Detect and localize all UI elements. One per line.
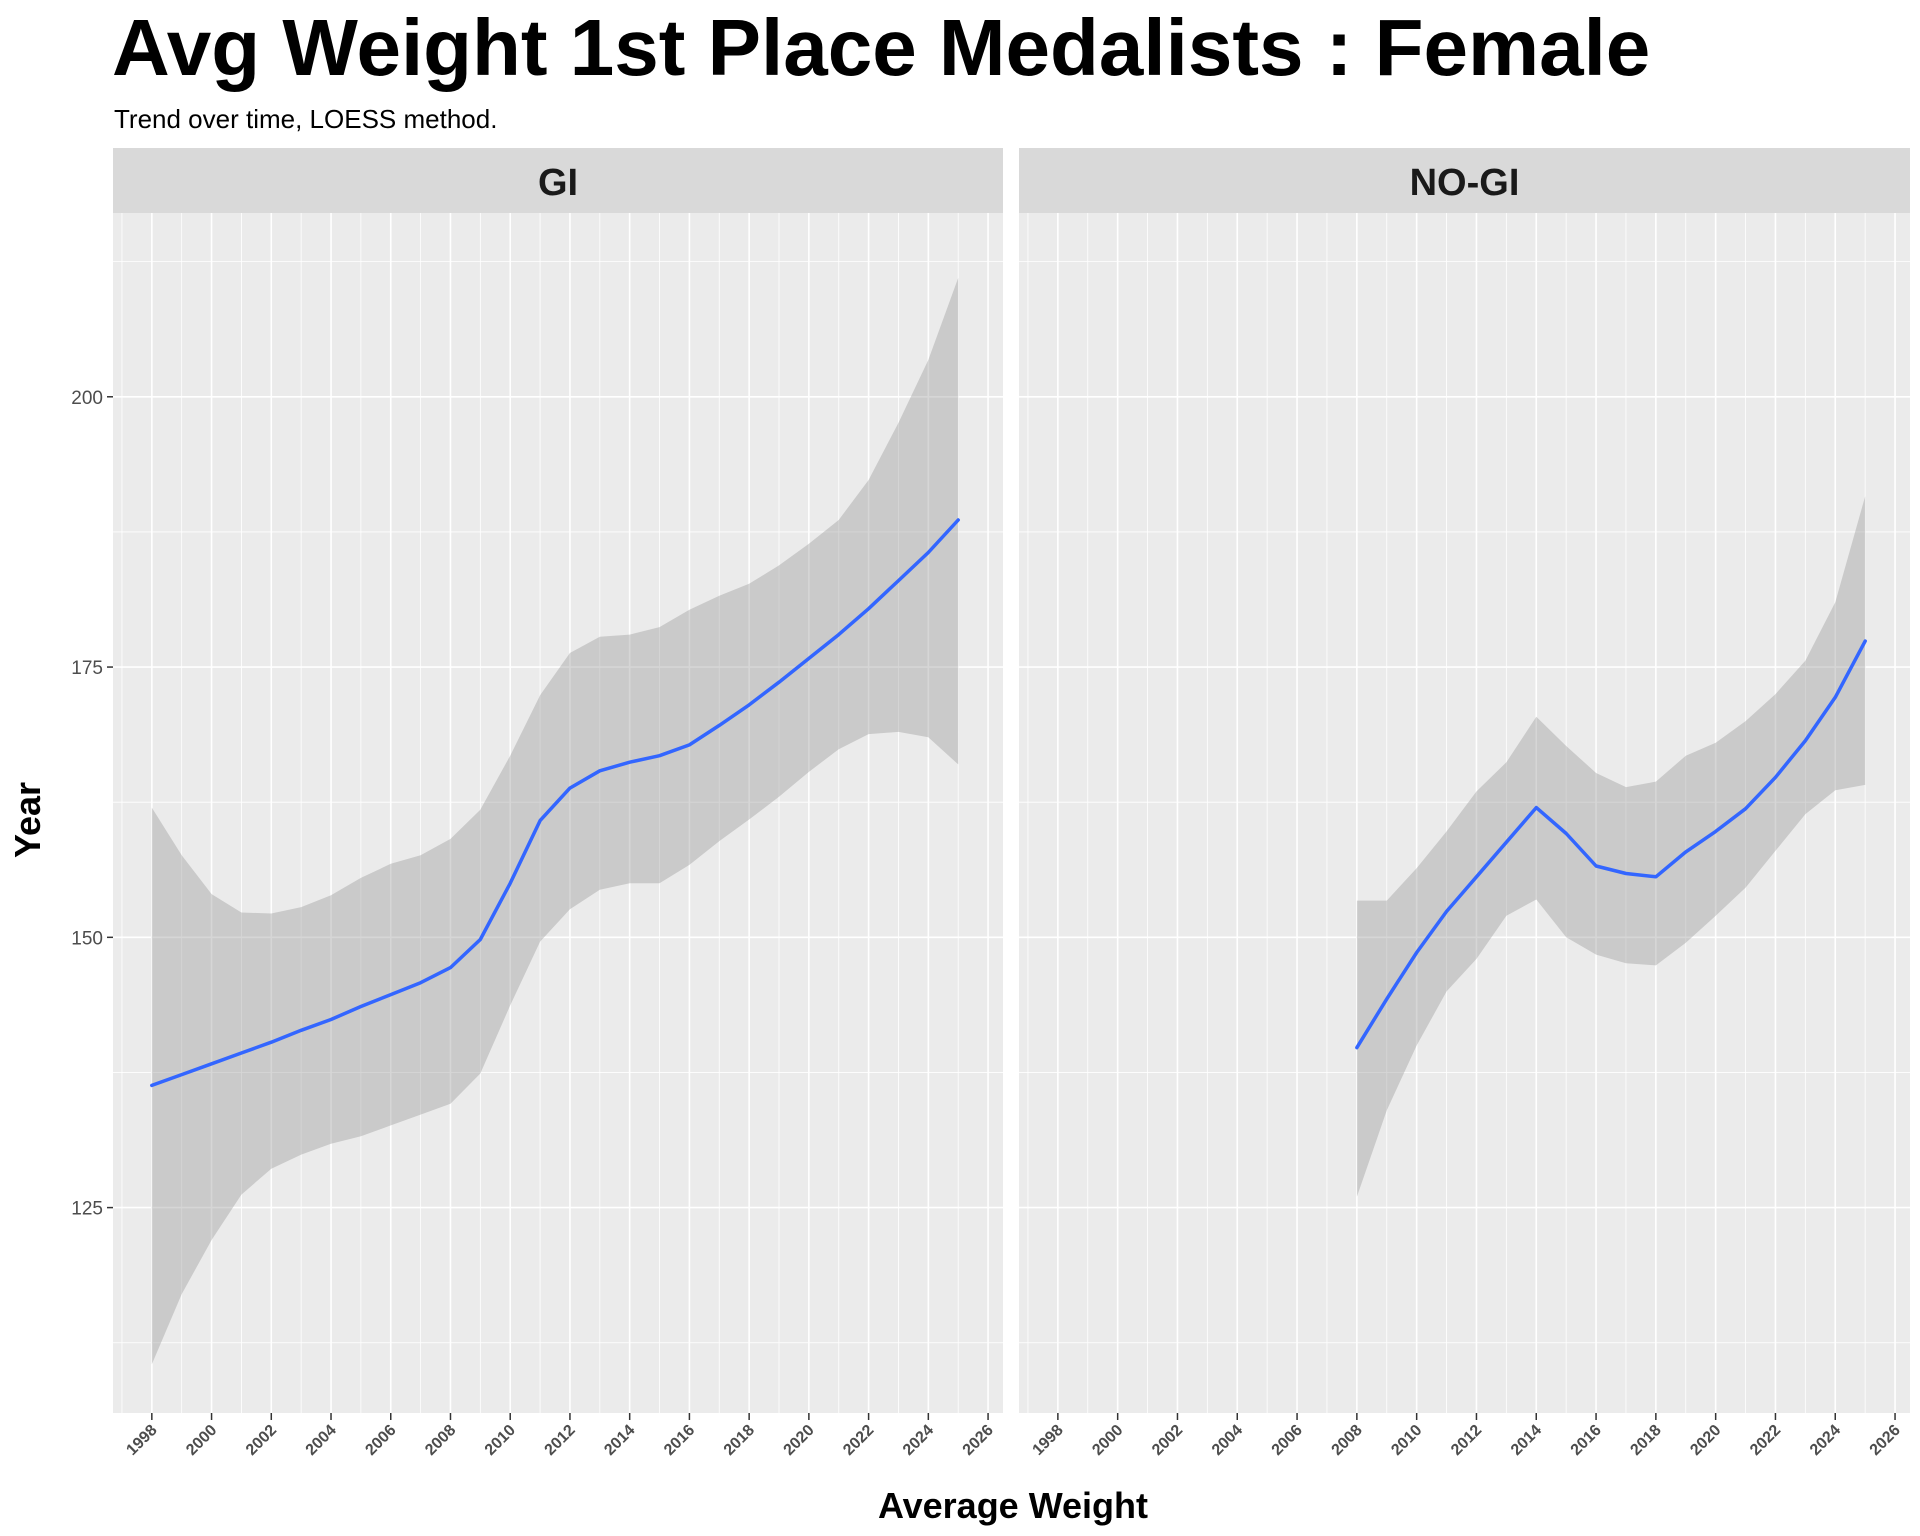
x-tick-label: 2016 [1568, 1422, 1605, 1459]
y-axis: 125 150 175 200 [71, 388, 113, 1220]
x-tick-label: 2022 [1747, 1422, 1784, 1459]
x-tick-label: 2016 [661, 1422, 698, 1459]
x-axis-title: Average Weight [878, 1485, 1148, 1526]
x-tick-label: 2010 [1388, 1422, 1425, 1459]
x-tick-label: 2020 [781, 1422, 818, 1459]
x-tick-label: 2012 [542, 1422, 579, 1459]
x-tick-label: 1998 [123, 1422, 160, 1459]
y-tick-label: 125 [71, 1199, 103, 1220]
x-tick-label: 2010 [482, 1422, 519, 1459]
x-tick-label: 2024 [900, 1422, 937, 1459]
panel-background [1019, 213, 1910, 1413]
chart-title: Avg Weight 1st Place Medalists : Female [112, 3, 1651, 92]
x-tick-label: 2014 [1508, 1422, 1545, 1459]
y-tick-label: 175 [71, 658, 103, 679]
facet-panel-no-gi: NO-GI 1998 2000 2002 2004 2006 2008 2010 2012 201… [1019, 148, 1910, 1459]
x-tick-label: 2014 [601, 1422, 638, 1459]
x-tick-label: 2026 [960, 1422, 997, 1459]
confidence-ribbon [1356, 496, 1866, 1197]
x-tick-label: 2000 [183, 1422, 220, 1459]
x-tick-label: 2006 [362, 1422, 399, 1459]
x-tick-label: 2006 [1269, 1422, 1306, 1459]
loess-line [150, 518, 960, 1088]
x-tick-label: 2002 [1149, 1422, 1186, 1459]
x-tick-label: 1998 [1030, 1422, 1067, 1459]
x-tick-label: 2004 [1209, 1422, 1246, 1459]
facet-strip-label: GI [538, 162, 578, 204]
chart-subtitle: Trend over time, LOESS method. [114, 104, 498, 134]
x-tick-label: 2002 [243, 1422, 280, 1459]
x-tick-label: 2004 [303, 1422, 340, 1459]
confidence-ribbon [151, 277, 959, 1365]
x-tick-label: 2026 [1867, 1422, 1904, 1459]
x-tick-label: 2012 [1448, 1422, 1485, 1459]
x-tick-label: 2022 [840, 1422, 877, 1459]
y-axis-title: Year [7, 782, 48, 858]
x-tick-label: 2018 [1627, 1422, 1664, 1459]
facet-strip-label: NO-GI [1410, 162, 1520, 204]
x-tick-label: 2000 [1089, 1422, 1126, 1459]
facet-panels: GI 1998 2000 2002 2004 2006 2008 2010 2012 2014 20… [113, 148, 1910, 1459]
x-tick-label: 2020 [1687, 1422, 1724, 1459]
panel-background [113, 213, 1003, 1413]
x-tick-label: 2018 [721, 1422, 758, 1459]
x-tick-label: 2008 [422, 1422, 459, 1459]
y-tick-label: 200 [71, 388, 103, 409]
x-tick-label: 2008 [1329, 1422, 1366, 1459]
facet-panel-gi: GI 1998 2000 2002 2004 2006 2008 2010 2012 2014 20… [113, 148, 1003, 1459]
facet-strip [113, 148, 1003, 213]
loess-line [1355, 639, 1867, 1050]
x-tick-label: 2024 [1807, 1422, 1844, 1459]
facet-strip [1019, 148, 1910, 213]
y-tick-label: 150 [71, 928, 103, 949]
